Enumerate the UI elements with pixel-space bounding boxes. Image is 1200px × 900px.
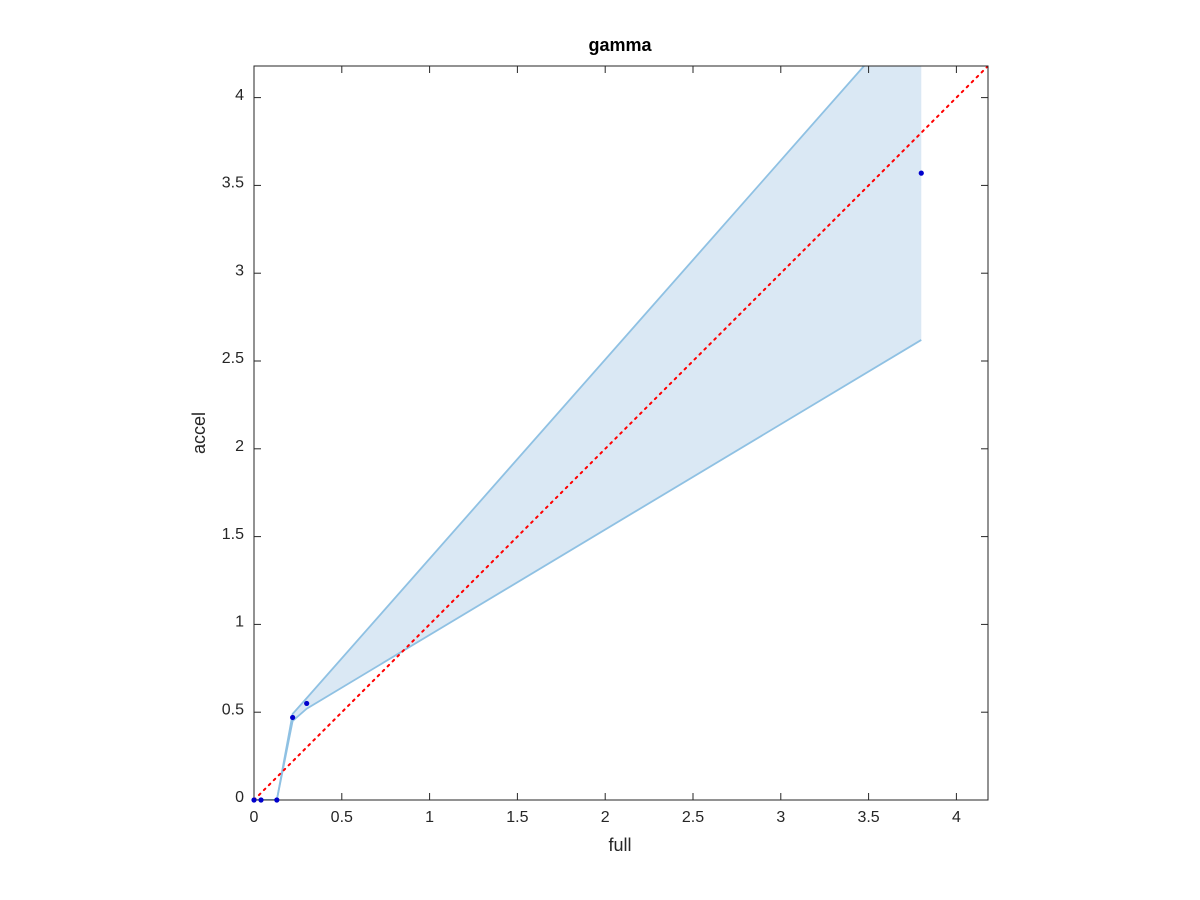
plot-area: [254, 66, 988, 800]
x-tick-label: 4: [952, 809, 961, 826]
x-tick-label: 3: [776, 809, 785, 826]
band-fill: [254, 66, 922, 800]
axes-box: [253, 65, 989, 801]
x-tick-label: 2: [601, 809, 610, 826]
x-tick-label: 2.5: [682, 809, 704, 826]
x-tick-label: 3.5: [857, 809, 879, 826]
data-point: [918, 170, 924, 176]
y-tick-label: 3: [235, 262, 244, 279]
x-tick-label: 0: [250, 809, 259, 826]
reference-line: [254, 66, 988, 800]
x-tick-label: 0.5: [331, 809, 353, 826]
data-point: [251, 797, 257, 803]
chart-title: gamma: [588, 35, 652, 55]
y-tick-label: 0: [235, 789, 244, 806]
y-tick-label: 4: [235, 87, 244, 104]
data-point: [304, 700, 310, 707]
x-axis-label: full: [608, 835, 631, 855]
y-tick-label: 3.5: [222, 175, 244, 192]
y-tick-label: 2: [235, 438, 244, 455]
data-point: [258, 797, 264, 803]
x-tick-label: 1: [425, 809, 434, 826]
data-point: [290, 714, 296, 721]
y-tick-label: 1: [235, 614, 244, 631]
y-tick-label: 0.5: [222, 701, 244, 718]
y-axis-label: accel: [189, 412, 209, 454]
axes: 0 0.5 1 1.5 2 2.5 3 3.5 4 0 0.5 1 1.5 2 2.5 3 3.5 4: [222, 65, 989, 826]
x-tick-label: 1.5: [506, 809, 528, 826]
data-point: [274, 797, 280, 803]
y-tick-label: 1.5: [222, 526, 244, 543]
y-tick-label: 2.5: [222, 350, 244, 367]
band-edge: [254, 339, 922, 800]
